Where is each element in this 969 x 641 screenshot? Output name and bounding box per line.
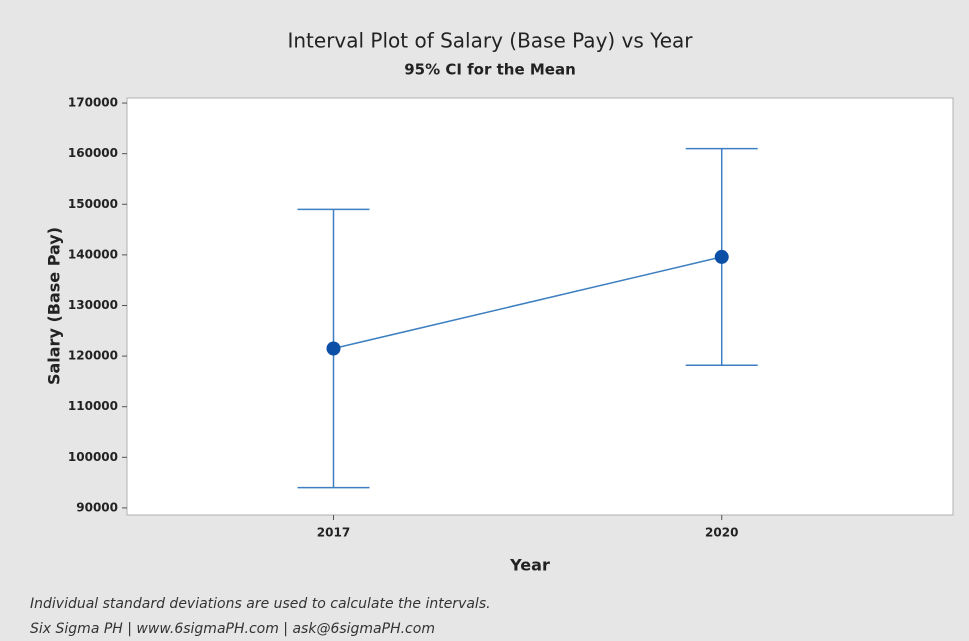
footnote: Six Sigma PH | www.6sigmaPH.com | ask@6s…: [30, 621, 435, 637]
mean-marker: [714, 249, 729, 264]
y-tick-label: 130000: [68, 298, 118, 312]
y-tick-label: 120000: [68, 349, 118, 363]
y-tick-label: 100000: [68, 450, 118, 464]
mean-line: [333, 256, 722, 350]
x-tick-label: 2020: [705, 526, 738, 540]
y-axis-label: Salary (Base Pay): [45, 227, 64, 385]
x-tick-label: 2017: [317, 526, 350, 540]
y-tick-label: 90000: [76, 500, 118, 514]
chart-subtitle: 95% CI for the Mean: [404, 61, 576, 79]
y-tick-label: 140000: [68, 247, 118, 261]
y-tick-label: 110000: [68, 399, 118, 413]
y-tick-label: 170000: [68, 96, 118, 110]
footnote: Individual standard deviations are used …: [30, 596, 491, 612]
y-tick-label: 150000: [68, 197, 118, 211]
chart-title: Interval Plot of Salary (Base Pay) vs Ye…: [287, 29, 693, 53]
x-axis-label: Year: [509, 556, 550, 575]
mean-marker: [326, 341, 341, 356]
plot-area: [126, 97, 954, 516]
y-tick-label: 160000: [68, 146, 118, 160]
